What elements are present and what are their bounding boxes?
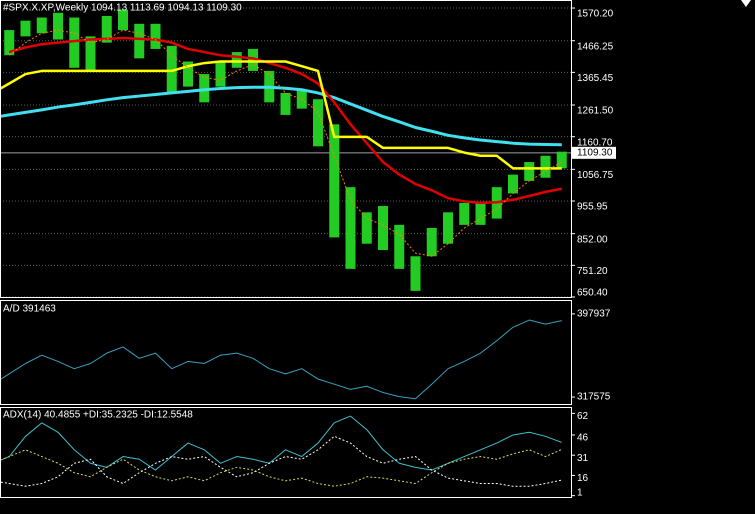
price-bar xyxy=(329,124,340,238)
price-bar xyxy=(53,12,63,40)
y-tick-label: 31 xyxy=(577,453,589,464)
y-tick-label: 1160.70 xyxy=(577,137,613,148)
last-price-label: 1109.30 xyxy=(577,147,613,158)
line-series xyxy=(8,36,562,205)
y-tick-label: 852.00 xyxy=(577,234,608,245)
price-bar xyxy=(313,99,323,147)
price-bar xyxy=(426,228,437,257)
last-price-box xyxy=(572,146,616,159)
price-bar xyxy=(410,256,421,291)
price-bar xyxy=(20,20,31,37)
ad-pane xyxy=(0,300,572,405)
y-tick-label: 62 xyxy=(577,411,589,422)
y-tick-label: 1365.45 xyxy=(577,73,614,84)
chart-title: ADX(14) 40.4855 +DI:35.2325 -DI:12.5548 xyxy=(3,410,193,421)
chart-title: #SPX.X.XP,Weekly 1094.13 1113.69 1094.13… xyxy=(3,3,242,14)
y-tick-label: 46 xyxy=(577,433,589,444)
y-tick-label: 317575 xyxy=(577,392,611,403)
price-bar xyxy=(556,151,567,169)
price-bar xyxy=(134,23,145,59)
price-bar xyxy=(361,212,372,244)
y-tick-label: 1261.50 xyxy=(577,106,614,117)
chart-shift-marker xyxy=(741,0,751,7)
price-bar xyxy=(85,36,96,71)
price-bar xyxy=(101,15,112,43)
chart-title: A/D 391463 xyxy=(3,304,56,315)
line-series xyxy=(0,435,562,487)
price-bar xyxy=(36,17,47,34)
price-bar xyxy=(231,52,242,68)
line-series xyxy=(0,415,562,471)
y-tick-label: 1056.75 xyxy=(577,170,614,181)
price-bar xyxy=(475,202,486,225)
price-bar xyxy=(443,212,453,244)
price-bar xyxy=(280,92,291,115)
mark-layer xyxy=(0,9,567,487)
price-bar xyxy=(345,187,356,269)
y-tick-label: 1466.25 xyxy=(577,41,614,52)
price-bar xyxy=(540,155,551,178)
price-bar xyxy=(378,206,388,251)
y-tick-label: 955.95 xyxy=(577,202,608,213)
price-bar xyxy=(394,224,405,269)
price-bar xyxy=(183,61,193,87)
y-tick-label: 751.20 xyxy=(577,266,608,277)
price-bar xyxy=(524,162,535,181)
price-bar xyxy=(508,174,518,194)
price-bar xyxy=(4,30,15,56)
y-tick-label: 1 xyxy=(577,488,583,499)
price-bar xyxy=(118,9,128,31)
y-tick-label: 650.40 xyxy=(577,288,608,299)
price-bar xyxy=(199,74,210,103)
price-bar xyxy=(215,61,226,87)
price-bar xyxy=(459,202,470,225)
y-tick-label: 1570.20 xyxy=(577,9,614,20)
line-series xyxy=(0,319,562,400)
price-bar xyxy=(166,45,177,93)
price-bar xyxy=(69,17,80,68)
y-tick-label: 16 xyxy=(577,473,589,484)
line-series xyxy=(0,60,562,170)
text-layer: 1570.20 1466.25 1365.45 1261.50 1160.70 1056.… xyxy=(3,3,616,499)
line-series xyxy=(0,85,562,147)
adx-pane xyxy=(0,407,572,498)
price-pane xyxy=(0,0,572,298)
y-tick-label: 397937 xyxy=(577,309,611,320)
price-bar xyxy=(248,48,258,71)
price-bar xyxy=(150,23,161,49)
